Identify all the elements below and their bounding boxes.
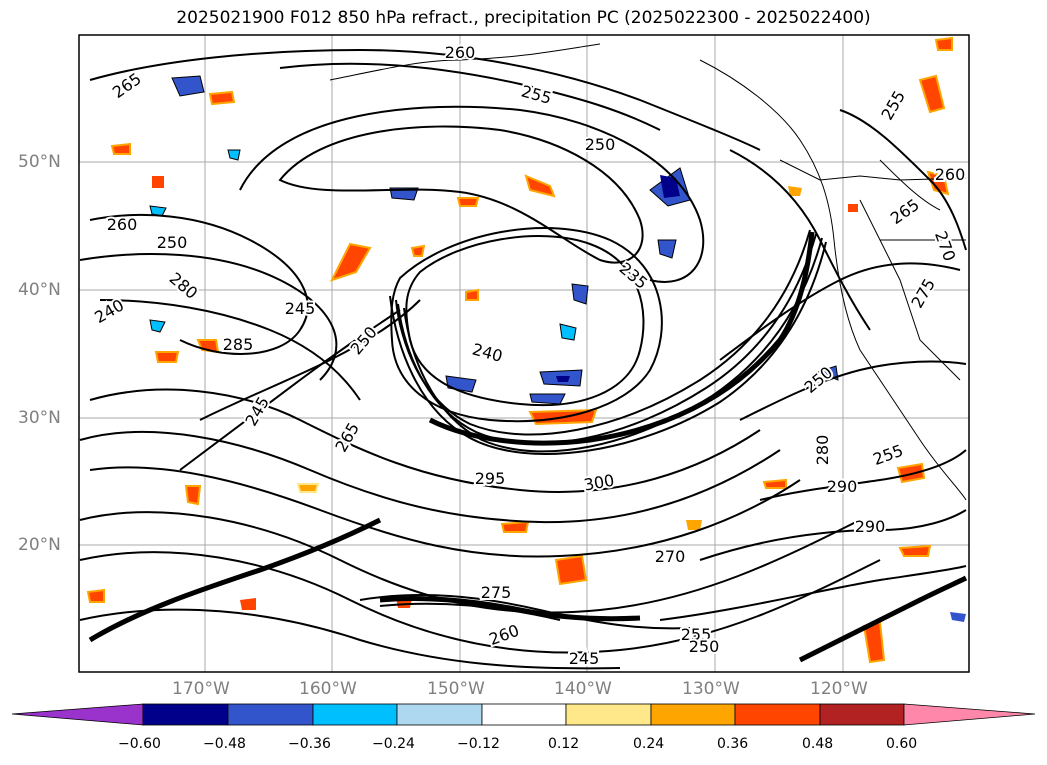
colorbar-tick-label: 0.36	[717, 736, 749, 752]
contour-label: 270	[655, 547, 686, 566]
map-frame	[78, 34, 970, 673]
contour-label: 280	[813, 435, 832, 466]
colorbar-tick-label: −0.60	[118, 736, 161, 752]
graticule	[79, 35, 969, 672]
colorbar	[11, 703, 1036, 726]
contour-label: 255	[871, 441, 906, 469]
colorbar-tick-label: 0.48	[802, 736, 834, 752]
contour-label: 250	[585, 135, 616, 154]
colorbar-segment	[650, 703, 736, 726]
contour-label: 250	[157, 233, 188, 252]
contour-label: 260	[935, 165, 966, 184]
lat-label-40n: 40°N	[18, 280, 61, 300]
colorbar-segment	[734, 703, 821, 726]
lon-label-150w: 150°W	[427, 679, 485, 699]
colorbar-segment	[565, 703, 652, 726]
lon-label-170w: 170°W	[172, 679, 230, 699]
contour-label: 290	[827, 477, 858, 496]
contour-label: 275	[481, 583, 512, 602]
colorbar-segment	[142, 703, 229, 726]
contour-label: 245	[285, 299, 316, 318]
colorbar-tick-label: −0.12	[457, 736, 500, 752]
lon-label-140w: 140°W	[554, 679, 612, 699]
colorbar-segment	[481, 703, 567, 726]
precipitation-patches	[86, 36, 966, 664]
contour-label: 255	[681, 625, 712, 644]
lat-label-50n: 50°N	[18, 152, 61, 172]
colorbar-segment	[312, 703, 398, 726]
contour-label: 245	[569, 649, 600, 668]
colorbar-segment	[903, 703, 1036, 726]
contour-label: 290	[855, 517, 886, 536]
lat-label-20n: 20°N	[18, 535, 61, 555]
colorbar-segment	[11, 703, 144, 726]
contour-label: 260	[445, 43, 476, 62]
lon-label-130w: 130°W	[682, 679, 740, 699]
colorbar-tick-label: 0.60	[886, 736, 918, 752]
refractivity-contours	[79, 48, 967, 670]
colorbar-segment	[227, 703, 314, 726]
lon-label-120w: 120°W	[810, 679, 868, 699]
contour-label: 285	[223, 335, 254, 354]
colorbar-tick-label: −0.36	[288, 736, 331, 752]
colorbar-segment	[819, 703, 905, 726]
colorbar-tick-label: 0.12	[548, 736, 580, 752]
map-title: 2025021900 F012 850 hPa refract., precip…	[176, 8, 871, 28]
colorbar-tick-label: −0.24	[372, 736, 415, 752]
contour-label: 250	[689, 637, 720, 656]
map-plot-area	[79, 35, 969, 672]
colorbar-tick-label: −0.48	[203, 736, 246, 752]
contour-label: 295	[475, 469, 506, 488]
colorbar-tick-label: 0.24	[633, 736, 665, 752]
lon-label-160w: 160°W	[299, 679, 357, 699]
colorbar-segment	[396, 703, 483, 726]
lat-label-30n: 30°N	[18, 408, 61, 428]
coastlines	[329, 43, 967, 501]
contour-label: 260	[107, 215, 138, 234]
dense-contour-band	[88, 231, 968, 663]
